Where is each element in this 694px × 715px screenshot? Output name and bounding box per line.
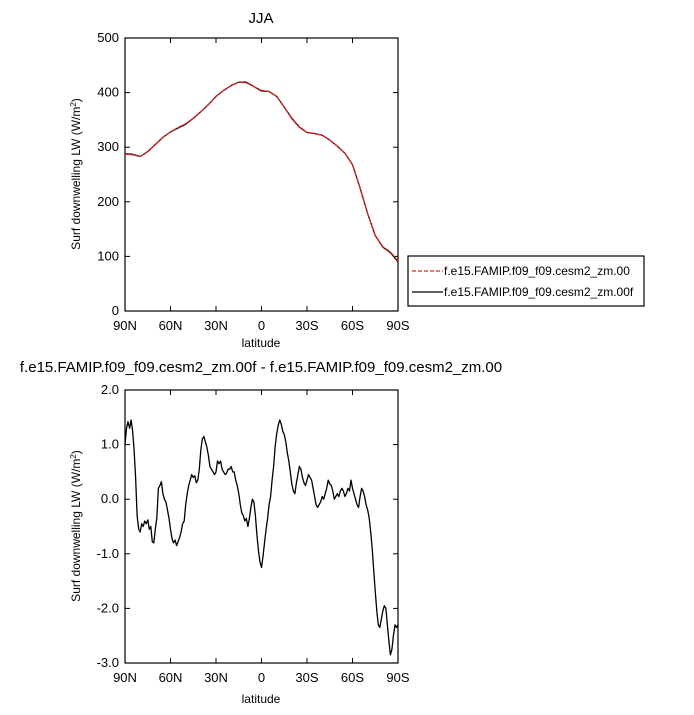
top-series-group — [124, 81, 399, 263]
top-xtick-label: 90N — [113, 318, 137, 333]
legend: f.e15.FAMIP.f09_f09.cesm2_zm.00 f.e15.FA… — [407, 255, 645, 307]
bot-xtick-label: 60N — [159, 670, 183, 685]
top-xtick-label: 0 — [258, 318, 265, 333]
bottom-y-axis-label: Surf downwelling LW (W/m2) — [69, 450, 84, 602]
bot-xtick-label: 90N — [113, 670, 137, 685]
top-ytick-label: 200 — [97, 194, 119, 209]
bot-xtick-label: 90S — [386, 670, 409, 685]
top-x-tick-labels: 90N 60N 30N 0 30S 60S 90S — [113, 318, 410, 333]
bot-xtick-label: 30S — [295, 670, 318, 685]
top-y-axis-label: Surf downwelling LW (W/m2) — [69, 98, 84, 250]
legend-entry-00: f.e15.FAMIP.f09_f09.cesm2_zm.00 — [444, 264, 630, 278]
top-xtick-label: 60N — [159, 318, 183, 333]
top-series-line-0 — [124, 81, 399, 262]
top-y-tick-labels: 0 100 200 300 400 500 — [97, 30, 119, 318]
top-axis-ticks — [124, 37, 399, 312]
bot-ytick-label: 0.0 — [101, 491, 119, 506]
bottom-series-group — [124, 419, 399, 656]
top-xtick-label: 30S — [295, 318, 318, 333]
top-ytick-label: 100 — [97, 248, 119, 263]
bot-xtick-label: 30N — [204, 670, 228, 685]
top-panel: JJA 90N 60N 30N 0 30S 60S 90S 0 100 200 300 400 500… — [69, 10, 410, 350]
bot-ytick-label: -1.0 — [97, 546, 119, 561]
top-ytick-label: 300 — [97, 139, 119, 154]
bot-series-line-0 — [124, 419, 399, 656]
bottom-panel: f.e15.FAMIP.f09_f09.cesm2_zm.00f - f.e15… — [20, 359, 502, 706]
top-plot-frame — [124, 37, 399, 312]
bot-ytick-label: -2.0 — [97, 600, 119, 615]
top-chart-title: JJA — [248, 10, 273, 27]
top-ytick-label: 0 — [112, 303, 119, 318]
bottom-x-axis-label: latitude — [242, 692, 281, 706]
legend-box — [407, 255, 645, 307]
bot-xtick-label: 0 — [258, 670, 265, 685]
top-series-line-1 — [124, 81, 399, 263]
top-xtick-label: 30N — [204, 318, 228, 333]
top-xtick-label: 60S — [341, 318, 364, 333]
bottom-y-tick-labels: -3.0 -2.0 -1.0 0.0 1.0 2.0 — [97, 382, 119, 670]
top-xtick-label: 90S — [386, 318, 409, 333]
bot-ytick-label: 1.0 — [101, 437, 119, 452]
bot-ytick-label: 2.0 — [101, 382, 119, 397]
top-x-axis-label: latitude — [242, 336, 281, 350]
bottom-chart-title: f.e15.FAMIP.f09_f09.cesm2_zm.00f - f.e15… — [20, 359, 502, 376]
top-ytick-label: 500 — [97, 30, 119, 45]
bottom-axis-ticks — [124, 389, 399, 664]
bottom-plot-frame — [124, 389, 399, 664]
bottom-x-tick-labels: 90N 60N 30N 0 30S 60S 90S — [113, 670, 410, 685]
top-ytick-label: 400 — [97, 85, 119, 100]
bot-ytick-label: -3.0 — [97, 655, 119, 670]
bot-xtick-label: 60S — [341, 670, 364, 685]
legend-entry-00f: f.e15.FAMIP.f09_f09.cesm2_zm.00f — [444, 285, 634, 299]
